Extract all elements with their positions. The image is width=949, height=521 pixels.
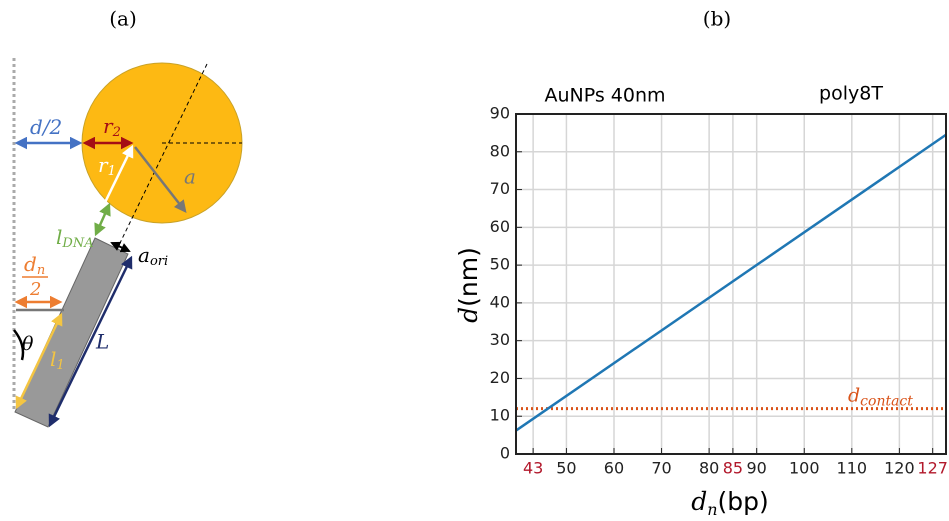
x-tick-label: 110 — [837, 459, 868, 478]
label: r2 — [103, 114, 121, 140]
x-tick-label: 90 — [747, 459, 767, 478]
x-tick-label: 85 — [723, 459, 743, 478]
label: l1 — [50, 347, 65, 373]
x-tick-label: 60 — [604, 459, 624, 478]
label: dn — [24, 252, 45, 278]
label: θ — [22, 333, 34, 355]
x-tick-label: 120 — [884, 459, 915, 478]
y-tick-label: 80 — [490, 141, 510, 160]
y-tick-label: 70 — [490, 179, 510, 198]
angle-arc — [13, 329, 25, 361]
annotation: AuNPs 40nm — [544, 85, 665, 107]
x-tick-label: 100 — [789, 459, 820, 478]
annotation: poly8T — [819, 83, 883, 105]
diagram: (a) d/2 r2 r1 a lDNA aori dn 2 θ l1 L — [12, 7, 243, 428]
label: a — [184, 165, 196, 189]
arrow — [110, 241, 131, 253]
arrow — [48, 255, 133, 428]
label: lDNA — [56, 225, 94, 251]
x-tick-label: 80 — [699, 459, 719, 478]
x-axis-label: dn(bp) — [691, 487, 769, 519]
x-tick-label: 127 — [917, 459, 948, 478]
y-tick-label: 30 — [490, 330, 510, 349]
y-tick-label: 50 — [490, 255, 510, 274]
label: 2 — [29, 279, 41, 300]
y-tick-label: 10 — [490, 406, 510, 425]
x-tick-label: 70 — [651, 459, 671, 478]
y-axis-label: d(nm) — [454, 247, 484, 323]
panel-label: (b) — [703, 7, 731, 31]
label: d/2 — [30, 115, 62, 139]
arrow — [94, 202, 111, 237]
label: L — [95, 330, 109, 354]
y-tick-label: 20 — [490, 368, 510, 387]
plot-frame — [515, 113, 947, 455]
arrow — [134, 146, 187, 213]
y-tick-label: 90 — [490, 104, 510, 123]
x-tick-label: 50 — [556, 459, 576, 478]
y-tick-label: 40 — [490, 292, 510, 311]
label: r1 — [98, 153, 116, 179]
label-base: d — [848, 385, 860, 407]
label: aori — [138, 243, 168, 269]
label-sub: contact — [860, 394, 913, 410]
reference-label: dcontact — [848, 385, 913, 410]
panel-label: (a) — [109, 7, 137, 31]
data-line — [515, 133, 947, 432]
x-tick-label: 43 — [523, 459, 543, 478]
y-tick-label: 0 — [500, 444, 510, 463]
y-tick-label: 60 — [490, 217, 510, 236]
chart: (b) AuNPs 40nm poly8T dn(bp) d(nm) 0 10 20… — [454, 7, 948, 519]
